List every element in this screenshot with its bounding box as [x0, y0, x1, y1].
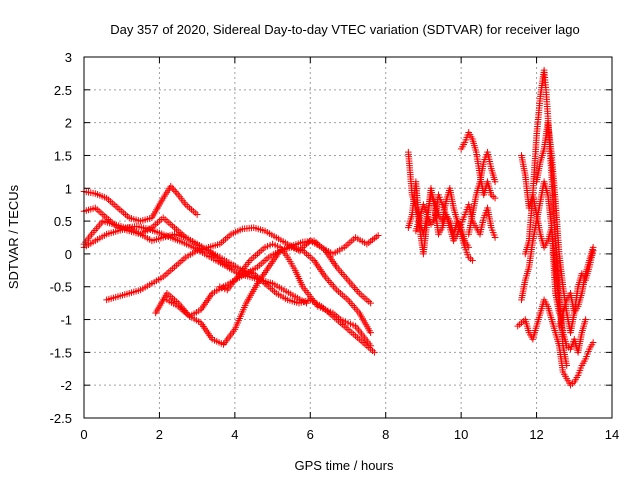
y-tick-label: 1.5 — [54, 148, 72, 163]
y-tick-label: 2.5 — [54, 83, 72, 98]
series-track-16 — [518, 178, 589, 356]
x-tick-label: 12 — [529, 427, 543, 442]
data-point — [469, 257, 476, 264]
y-tick-label: 0 — [65, 247, 72, 262]
data-point — [170, 186, 178, 194]
axis-ticks: 0 2 4 6 8 10 12 14 -2.5 -2 -1.5 -1 -0.5 0 0.5 1 1.5 2 2.5 3 — [50, 50, 620, 442]
data-point — [582, 316, 589, 323]
x-tick-label: 8 — [382, 427, 389, 442]
chart-title: Day 357 of 2020, Sidereal Day-to-day VTE… — [110, 22, 579, 37]
x-tick-label: 6 — [307, 427, 314, 442]
data-point — [491, 194, 499, 202]
series-track-15 — [521, 66, 571, 369]
y-axis-label: SDTVAR / TECUs — [6, 184, 21, 289]
x-tick-label: 10 — [454, 427, 468, 442]
series-track-13 — [465, 148, 499, 238]
series-track-9 — [405, 148, 476, 264]
series-track-6 — [152, 244, 374, 348]
series-track-1 — [80, 183, 201, 225]
x-tick-label: 14 — [605, 427, 619, 442]
data-point — [371, 349, 378, 356]
y-tick-label: -0.5 — [50, 280, 72, 295]
plot-frame — [83, 56, 613, 419]
data-point — [589, 247, 597, 254]
series-track-8 — [216, 240, 374, 350]
series-track-11 — [412, 191, 499, 245]
y-tick-label: -2.5 — [50, 411, 72, 426]
data-point — [491, 178, 499, 186]
x-tick-label: 0 — [80, 427, 87, 442]
series-track-18 — [514, 296, 597, 389]
data-point — [173, 189, 181, 197]
y-tick-label: 3 — [65, 50, 72, 65]
y-tick-label: -1 — [60, 313, 72, 328]
data-point — [367, 299, 374, 307]
data-point — [367, 342, 374, 350]
y-tick-label: 0.5 — [54, 214, 72, 229]
x-tick-label: 2 — [156, 427, 163, 442]
data-point — [465, 244, 472, 251]
y-tick-label: 1 — [65, 181, 72, 196]
y-tick-label: -1.5 — [50, 345, 72, 360]
series-track-19 — [555, 247, 597, 330]
data-point — [491, 234, 499, 241]
data-point — [374, 232, 382, 239]
x-tick-label: 4 — [231, 427, 238, 442]
data-marks — [80, 66, 597, 389]
data-point — [193, 211, 201, 218]
data-point — [171, 188, 179, 195]
y-tick-label: -2 — [60, 378, 72, 393]
data-point — [589, 339, 597, 346]
data-point — [367, 329, 374, 336]
y-tick-label: 2 — [65, 116, 72, 131]
x-axis-label: GPS time / hours — [295, 458, 394, 473]
